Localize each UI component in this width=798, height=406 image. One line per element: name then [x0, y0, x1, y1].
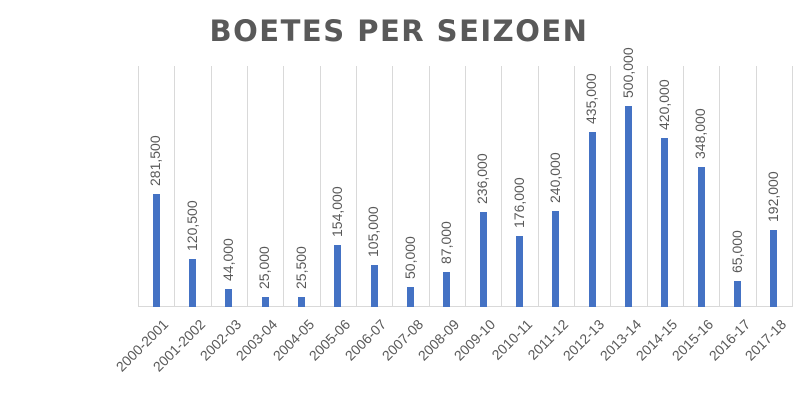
bar	[189, 258, 196, 307]
data-label: 105,000	[365, 206, 382, 257]
bar	[152, 193, 160, 307]
bar	[298, 296, 305, 307]
data-label: 176,000	[510, 177, 527, 229]
gridline	[356, 66, 357, 307]
bar	[516, 236, 523, 307]
bar	[770, 229, 778, 307]
bar	[625, 106, 632, 307]
gridline	[392, 66, 393, 307]
gridline	[211, 66, 212, 307]
bar	[734, 280, 741, 307]
bar	[697, 167, 705, 307]
bar	[479, 212, 487, 307]
data-label: 500,000	[619, 47, 636, 99]
bar	[661, 138, 669, 307]
data-label: 25,000	[256, 246, 273, 289]
gridline	[247, 66, 248, 307]
data-label: 435,000	[583, 73, 600, 125]
data-label: 281,500	[147, 135, 164, 186]
bar	[552, 210, 560, 307]
gridline	[538, 66, 539, 307]
bar	[370, 264, 378, 307]
gridline	[283, 66, 284, 307]
chart-title: BOETES PER SEIZOEN	[209, 14, 589, 48]
gridline	[719, 66, 720, 307]
bar	[334, 245, 342, 307]
data-label: 44,000	[219, 238, 236, 282]
bar	[407, 286, 414, 307]
bar	[443, 272, 451, 307]
data-label: 240,000	[546, 151, 563, 203]
gridline	[138, 66, 139, 307]
gridline	[174, 66, 175, 307]
gridline	[756, 66, 757, 307]
gridline	[429, 66, 430, 307]
gridline	[501, 66, 502, 307]
gridline	[610, 66, 611, 307]
data-label: 192,000	[764, 171, 781, 222]
data-label: 348,000	[692, 108, 709, 160]
gridline	[792, 66, 793, 307]
bar	[261, 296, 269, 307]
plot-area: 281,500 120,500 44,000 25,000 25,500 154,000 1…	[138, 48, 793, 307]
data-label: 25,500	[292, 245, 309, 289]
data-label: 87,000	[437, 221, 454, 265]
gridline	[683, 66, 684, 307]
gridline	[574, 66, 575, 307]
data-label: 236,000	[474, 153, 491, 205]
data-label: 50,000	[401, 236, 418, 279]
gridline	[320, 66, 321, 307]
bar	[588, 132, 596, 307]
gridline	[465, 66, 466, 307]
data-label: 120,500	[183, 199, 200, 251]
bar	[225, 289, 233, 307]
data-label: 65,000	[728, 230, 745, 273]
gridline	[647, 66, 648, 307]
data-label: 420,000	[655, 79, 672, 131]
data-label: 154,000	[328, 186, 345, 238]
